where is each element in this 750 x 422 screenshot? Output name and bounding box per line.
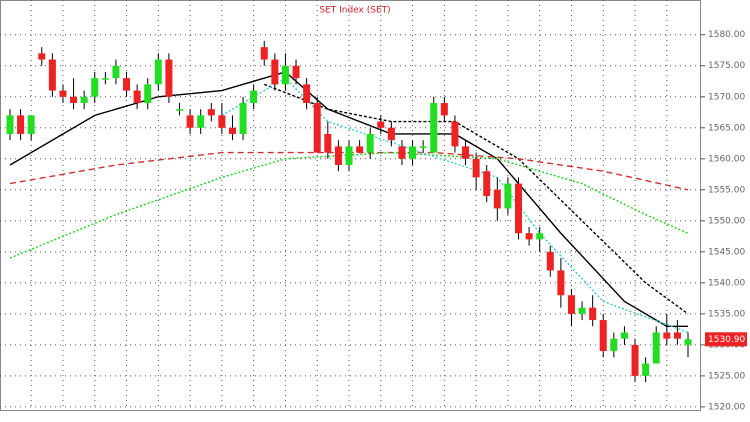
candle-body bbox=[165, 59, 173, 97]
candle-body bbox=[663, 332, 671, 339]
candle-body bbox=[366, 133, 374, 153]
candle-body bbox=[154, 59, 162, 85]
candle-body bbox=[197, 115, 205, 128]
y-tick-label: 1550.00 bbox=[708, 216, 745, 226]
candle-body bbox=[387, 127, 395, 141]
candle-body bbox=[483, 171, 491, 197]
candle-body bbox=[186, 115, 194, 128]
y-tick-label: 1560.00 bbox=[708, 154, 745, 164]
candle-body bbox=[292, 65, 300, 79]
moving-average bbox=[9, 151, 689, 259]
candle-body bbox=[673, 332, 681, 339]
candle-body bbox=[59, 90, 67, 97]
candle-body bbox=[377, 121, 385, 128]
plot-frame bbox=[0, 0, 701, 411]
candle-body bbox=[218, 115, 226, 128]
candle-body bbox=[419, 146, 427, 148]
candle-body bbox=[684, 339, 692, 345]
candle-body bbox=[440, 102, 448, 116]
candle-body bbox=[409, 146, 417, 159]
y-tick-label: 1575.00 bbox=[708, 61, 745, 71]
candle-body bbox=[642, 363, 650, 376]
y-tick-label: 1520.00 bbox=[708, 402, 745, 412]
candle-body bbox=[430, 102, 438, 153]
candle-body bbox=[70, 96, 78, 103]
candle-body bbox=[303, 84, 311, 103]
y-tick-label: 1525.00 bbox=[708, 371, 745, 381]
candle-body bbox=[176, 109, 183, 111]
candle-body bbox=[101, 78, 109, 80]
candle-body bbox=[48, 59, 56, 91]
candle-body bbox=[515, 183, 522, 234]
candle-body bbox=[610, 338, 618, 352]
candle-body bbox=[91, 78, 99, 97]
candle-body bbox=[356, 146, 364, 153]
candle-body bbox=[313, 102, 321, 153]
candle-body bbox=[589, 307, 597, 321]
candle-body bbox=[536, 233, 544, 240]
y-tick-label: 1535.00 bbox=[708, 309, 745, 319]
y-tick-label: 1555.00 bbox=[708, 185, 745, 195]
candle-body bbox=[398, 146, 406, 159]
candle-body bbox=[133, 90, 141, 103]
y-tick-label: 1565.00 bbox=[708, 123, 745, 133]
candle-body bbox=[80, 96, 88, 103]
candle-body bbox=[250, 90, 258, 103]
last-price-box bbox=[705, 332, 747, 347]
candle-body bbox=[599, 320, 607, 352]
candle-body bbox=[271, 59, 279, 85]
chart-title: SET Index (SET) bbox=[319, 6, 390, 16]
candle-body bbox=[144, 84, 152, 103]
y-tick-label: 1540.00 bbox=[708, 278, 745, 288]
candle-body bbox=[504, 183, 512, 209]
y-tick-label: 1570.00 bbox=[708, 92, 745, 102]
candle-body bbox=[17, 115, 25, 134]
candle-body bbox=[281, 65, 289, 85]
candle-body bbox=[334, 146, 342, 165]
candle-body bbox=[27, 115, 35, 134]
candle-body bbox=[38, 53, 46, 60]
candle-body bbox=[462, 146, 470, 159]
y-tick-label: 1580.00 bbox=[708, 30, 745, 40]
candle-body bbox=[472, 158, 480, 178]
candle-body bbox=[620, 332, 628, 339]
candle-body bbox=[557, 270, 565, 296]
candle-body bbox=[525, 233, 533, 240]
candle-body bbox=[578, 307, 586, 314]
candle-body bbox=[345, 146, 353, 165]
candle-body bbox=[207, 109, 215, 116]
candle-body bbox=[239, 102, 247, 134]
y-tick-label: 1545.00 bbox=[708, 247, 745, 257]
candle-body bbox=[260, 47, 268, 60]
candle-body bbox=[6, 115, 14, 134]
last-price-label: 1530.90 bbox=[708, 335, 745, 345]
candle-body bbox=[112, 65, 120, 79]
candle-body bbox=[652, 332, 660, 364]
candle-body bbox=[493, 189, 501, 209]
candle-body bbox=[228, 127, 236, 134]
candle-body bbox=[324, 133, 332, 153]
candle-body bbox=[631, 344, 639, 376]
candle-body bbox=[567, 295, 575, 314]
candle-body bbox=[123, 78, 131, 91]
candle-body bbox=[546, 251, 554, 271]
candle-body bbox=[451, 121, 459, 147]
